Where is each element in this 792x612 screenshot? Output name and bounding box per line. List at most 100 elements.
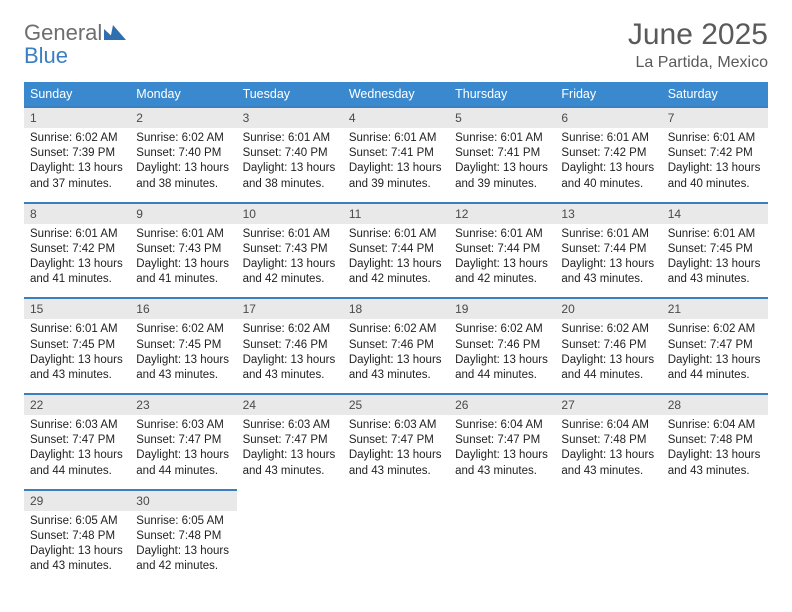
sunrise-line: Sunrise: 6:01 AM — [30, 322, 124, 337]
day-cell: 21Sunrise: 6:02 AMSunset: 7:47 PMDayligh… — [662, 297, 768, 393]
day-info: Sunrise: 6:01 AMSunset: 7:43 PMDaylight:… — [237, 224, 343, 298]
day-info: Sunrise: 6:02 AMSunset: 7:45 PMDaylight:… — [130, 319, 236, 393]
sunrise-line: Sunrise: 6:01 AM — [668, 131, 762, 146]
sunrise-line: Sunrise: 6:01 AM — [455, 227, 549, 242]
calendar-cell: 3Sunrise: 6:01 AMSunset: 7:40 PMDaylight… — [237, 106, 343, 202]
day-cell: 5Sunrise: 6:01 AMSunset: 7:41 PMDaylight… — [449, 106, 555, 202]
day-info: Sunrise: 6:01 AMSunset: 7:45 PMDaylight:… — [662, 224, 768, 298]
day-header: Saturday — [662, 82, 768, 106]
daylight-line: Daylight: 13 hours and 41 minutes. — [136, 257, 230, 287]
day-info: Sunrise: 6:01 AMSunset: 7:44 PMDaylight:… — [343, 224, 449, 298]
day-cell: 19Sunrise: 6:02 AMSunset: 7:46 PMDayligh… — [449, 297, 555, 393]
calendar-cell: 28Sunrise: 6:04 AMSunset: 7:48 PMDayligh… — [662, 393, 768, 489]
calendar-cell: 30Sunrise: 6:05 AMSunset: 7:48 PMDayligh… — [130, 489, 236, 585]
sunset-line: Sunset: 7:41 PM — [455, 146, 549, 161]
day-cell: 23Sunrise: 6:03 AMSunset: 7:47 PMDayligh… — [130, 393, 236, 489]
day-number: 9 — [130, 204, 236, 224]
sunset-line: Sunset: 7:47 PM — [243, 433, 337, 448]
sunset-line: Sunset: 7:47 PM — [30, 433, 124, 448]
day-info: Sunrise: 6:05 AMSunset: 7:48 PMDaylight:… — [130, 511, 236, 585]
calendar-cell: 11Sunrise: 6:01 AMSunset: 7:44 PMDayligh… — [343, 202, 449, 298]
calendar-cell: 24Sunrise: 6:03 AMSunset: 7:47 PMDayligh… — [237, 393, 343, 489]
day-info: Sunrise: 6:01 AMSunset: 7:42 PMDaylight:… — [555, 128, 661, 202]
calendar-row: 1Sunrise: 6:02 AMSunset: 7:39 PMDaylight… — [24, 106, 768, 202]
day-cell: 1Sunrise: 6:02 AMSunset: 7:39 PMDaylight… — [24, 106, 130, 202]
day-info: Sunrise: 6:01 AMSunset: 7:42 PMDaylight:… — [662, 128, 768, 202]
daylight-line: Daylight: 13 hours and 37 minutes. — [30, 161, 124, 191]
sunrise-line: Sunrise: 6:01 AM — [668, 227, 762, 242]
day-info: Sunrise: 6:04 AMSunset: 7:48 PMDaylight:… — [555, 415, 661, 489]
day-number: 20 — [555, 299, 661, 319]
day-cell: 4Sunrise: 6:01 AMSunset: 7:41 PMDaylight… — [343, 106, 449, 202]
sunset-line: Sunset: 7:42 PM — [668, 146, 762, 161]
calendar-cell — [449, 489, 555, 585]
daylight-line: Daylight: 13 hours and 42 minutes. — [455, 257, 549, 287]
day-number: 12 — [449, 204, 555, 224]
calendar-cell: 29Sunrise: 6:05 AMSunset: 7:48 PMDayligh… — [24, 489, 130, 585]
day-number: 3 — [237, 108, 343, 128]
day-info: Sunrise: 6:02 AMSunset: 7:47 PMDaylight:… — [662, 319, 768, 393]
day-cell: 18Sunrise: 6:02 AMSunset: 7:46 PMDayligh… — [343, 297, 449, 393]
calendar-page: General Blue June 2025 La Partida, Mexic… — [0, 0, 792, 612]
day-info: Sunrise: 6:01 AMSunset: 7:41 PMDaylight:… — [449, 128, 555, 202]
day-number: 30 — [130, 491, 236, 511]
daylight-line: Daylight: 13 hours and 43 minutes. — [243, 448, 337, 478]
day-number: 26 — [449, 395, 555, 415]
day-info: Sunrise: 6:02 AMSunset: 7:46 PMDaylight:… — [449, 319, 555, 393]
sunrise-line: Sunrise: 6:05 AM — [30, 514, 124, 529]
sunset-line: Sunset: 7:47 PM — [136, 433, 230, 448]
sunrise-line: Sunrise: 6:01 AM — [349, 131, 443, 146]
daylight-line: Daylight: 13 hours and 41 minutes. — [30, 257, 124, 287]
day-info: Sunrise: 6:01 AMSunset: 7:44 PMDaylight:… — [449, 224, 555, 298]
daylight-line: Daylight: 13 hours and 42 minutes. — [243, 257, 337, 287]
day-cell: 22Sunrise: 6:03 AMSunset: 7:47 PMDayligh… — [24, 393, 130, 489]
calendar-cell: 12Sunrise: 6:01 AMSunset: 7:44 PMDayligh… — [449, 202, 555, 298]
day-cell: 7Sunrise: 6:01 AMSunset: 7:42 PMDaylight… — [662, 106, 768, 202]
sunrise-line: Sunrise: 6:01 AM — [561, 131, 655, 146]
day-cell: 3Sunrise: 6:01 AMSunset: 7:40 PMDaylight… — [237, 106, 343, 202]
daylight-line: Daylight: 13 hours and 42 minutes. — [136, 544, 230, 574]
day-number: 13 — [555, 204, 661, 224]
daylight-line: Daylight: 13 hours and 43 minutes. — [668, 448, 762, 478]
day-cell: 17Sunrise: 6:02 AMSunset: 7:46 PMDayligh… — [237, 297, 343, 393]
daylight-line: Daylight: 13 hours and 39 minutes. — [455, 161, 549, 191]
day-info: Sunrise: 6:03 AMSunset: 7:47 PMDaylight:… — [24, 415, 130, 489]
day-info: Sunrise: 6:03 AMSunset: 7:47 PMDaylight:… — [130, 415, 236, 489]
sunset-line: Sunset: 7:43 PM — [243, 242, 337, 257]
day-info: Sunrise: 6:03 AMSunset: 7:47 PMDaylight:… — [343, 415, 449, 489]
sunset-line: Sunset: 7:44 PM — [455, 242, 549, 257]
day-number: 14 — [662, 204, 768, 224]
day-cell: 24Sunrise: 6:03 AMSunset: 7:47 PMDayligh… — [237, 393, 343, 489]
day-info: Sunrise: 6:01 AMSunset: 7:41 PMDaylight:… — [343, 128, 449, 202]
sunrise-line: Sunrise: 6:05 AM — [136, 514, 230, 529]
day-info: Sunrise: 6:02 AMSunset: 7:39 PMDaylight:… — [24, 128, 130, 202]
daylight-line: Daylight: 13 hours and 38 minutes. — [136, 161, 230, 191]
day-cell: 11Sunrise: 6:01 AMSunset: 7:44 PMDayligh… — [343, 202, 449, 298]
day-number: 4 — [343, 108, 449, 128]
sunset-line: Sunset: 7:41 PM — [349, 146, 443, 161]
calendar-cell: 26Sunrise: 6:04 AMSunset: 7:47 PMDayligh… — [449, 393, 555, 489]
day-info: Sunrise: 6:03 AMSunset: 7:47 PMDaylight:… — [237, 415, 343, 489]
day-cell: 8Sunrise: 6:01 AMSunset: 7:42 PMDaylight… — [24, 202, 130, 298]
sunset-line: Sunset: 7:48 PM — [136, 529, 230, 544]
calendar-cell: 10Sunrise: 6:01 AMSunset: 7:43 PMDayligh… — [237, 202, 343, 298]
sunset-line: Sunset: 7:45 PM — [668, 242, 762, 257]
day-cell: 29Sunrise: 6:05 AMSunset: 7:48 PMDayligh… — [24, 489, 130, 585]
calendar-cell: 25Sunrise: 6:03 AMSunset: 7:47 PMDayligh… — [343, 393, 449, 489]
day-info: Sunrise: 6:05 AMSunset: 7:48 PMDaylight:… — [24, 511, 130, 585]
daylight-line: Daylight: 13 hours and 44 minutes. — [668, 353, 762, 383]
day-cell: 12Sunrise: 6:01 AMSunset: 7:44 PMDayligh… — [449, 202, 555, 298]
sunset-line: Sunset: 7:42 PM — [561, 146, 655, 161]
sunset-line: Sunset: 7:45 PM — [136, 338, 230, 353]
day-number: 28 — [662, 395, 768, 415]
daylight-line: Daylight: 13 hours and 42 minutes. — [349, 257, 443, 287]
daylight-line: Daylight: 13 hours and 43 minutes. — [243, 353, 337, 383]
day-header: Thursday — [449, 82, 555, 106]
location-title: La Partida, Mexico — [628, 54, 768, 72]
day-info: Sunrise: 6:01 AMSunset: 7:40 PMDaylight:… — [237, 128, 343, 202]
day-info: Sunrise: 6:01 AMSunset: 7:45 PMDaylight:… — [24, 319, 130, 393]
daylight-line: Daylight: 13 hours and 38 minutes. — [243, 161, 337, 191]
daylight-line: Daylight: 13 hours and 43 minutes. — [136, 353, 230, 383]
day-number: 18 — [343, 299, 449, 319]
day-cell: 15Sunrise: 6:01 AMSunset: 7:45 PMDayligh… — [24, 297, 130, 393]
